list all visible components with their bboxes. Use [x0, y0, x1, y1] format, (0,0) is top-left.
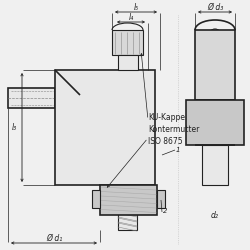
- Bar: [100, 185, 157, 215]
- Text: d₂: d₂: [211, 210, 219, 220]
- Bar: [118, 185, 137, 230]
- Text: Ø d₃: Ø d₃: [207, 2, 223, 12]
- Text: l₅: l₅: [134, 2, 138, 12]
- Bar: [55, 70, 155, 185]
- Bar: [186, 100, 244, 145]
- Bar: [195, 30, 235, 100]
- Text: ISO 8675: ISO 8675: [148, 138, 182, 146]
- Text: l₃: l₃: [12, 123, 16, 132]
- Bar: [8, 88, 55, 108]
- Text: 1: 1: [176, 147, 180, 153]
- Text: Ø d₁: Ø d₁: [46, 234, 62, 242]
- Text: l₄: l₄: [128, 12, 134, 22]
- Text: Kontermutter: Kontermutter: [148, 126, 200, 134]
- Bar: [157, 190, 165, 208]
- Bar: [118, 55, 138, 70]
- Bar: [112, 30, 143, 55]
- Text: KU-Kappe: KU-Kappe: [148, 114, 185, 122]
- Bar: [92, 190, 100, 208]
- Bar: [202, 145, 228, 185]
- Text: 2: 2: [163, 208, 168, 214]
